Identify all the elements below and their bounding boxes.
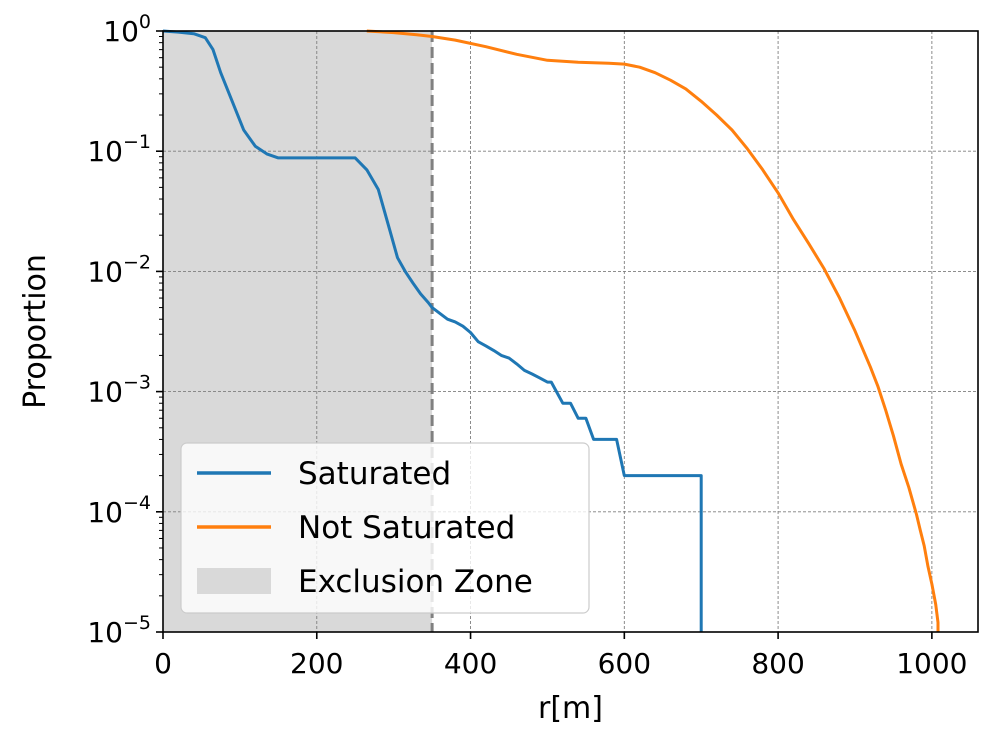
x-axis-label: r[m] [538,691,603,726]
tick-layer: 0 200 400 600 800 1000 100 10−1 10−2 10−3 10−4 10−5 [87,11,967,680]
legend-entry-exclusion-zone-label: Exclusion Zone [298,564,533,600]
x-tick-label: 600 [598,647,651,680]
y-tick-label: 10−3 [87,372,151,409]
series-line-saturated [162,29,703,632]
x-tick-label: 1000 [896,647,967,680]
plot-frame [162,30,979,633]
y-tick-label: 10−2 [87,251,151,288]
y-tick-label: 10−1 [87,131,151,168]
axes-layer [162,30,979,633]
y-tick-label: 10−5 [87,612,151,649]
x-tick-label: 800 [751,647,804,680]
x-tick-label: 0 [154,647,172,680]
x-tick-label: 200 [290,647,343,680]
legend-box [180,442,590,614]
legend: Saturated Not Saturated Exclusion Zone [180,442,590,614]
legend-entry-exclusion-zone-swatch [197,568,271,594]
series-line-not-saturated [366,29,940,632]
series-layer [162,29,940,632]
legend-entry-saturated-label: Saturated [298,456,451,492]
legend-entry-not-saturated-label: Not Saturated [298,510,515,546]
y-axis-label: Proportion [18,254,53,409]
y-tick-label: 10−4 [87,492,151,529]
x-tick-label: 400 [444,647,497,680]
y-tick-label: 100 [103,11,151,48]
